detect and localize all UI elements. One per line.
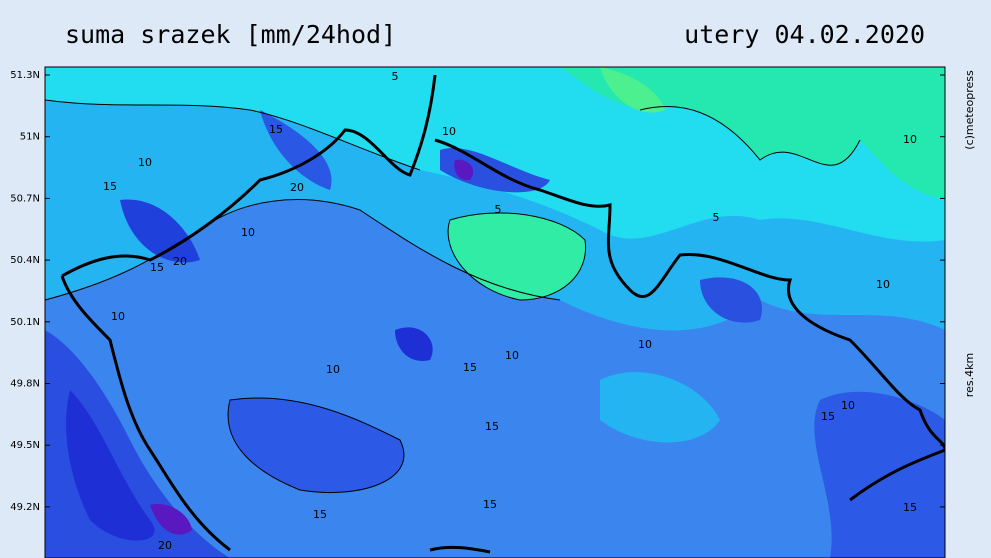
contour-label: 10: [111, 310, 125, 323]
lat-label: 50.7N: [10, 193, 40, 204]
contour-label: 10: [442, 125, 456, 138]
contour-label: 5: [392, 70, 399, 83]
contour-label: 10: [841, 399, 855, 412]
contour-labels: 5 10 15 20 10 15 20 10 10 15 15 10 10 5 …: [103, 70, 917, 552]
contour-label: 15: [150, 261, 164, 274]
contour-label: 5: [495, 203, 502, 216]
title: suma srazek [mm/24hod]: [65, 20, 396, 49]
copyright: (c)meteopress: [963, 70, 976, 150]
date: utery 04.02.2020: [684, 20, 925, 49]
lat-label: 50.1N: [10, 317, 40, 328]
lat-label: 49.5N: [10, 440, 40, 451]
contour-label: 10: [505, 349, 519, 362]
contour-label: 10: [638, 338, 652, 351]
contour-label: 15: [821, 410, 835, 423]
contour-label: 15: [903, 501, 917, 514]
contour-label: 10: [138, 156, 152, 169]
contour-label: 10: [326, 363, 340, 376]
contour-label: 20: [290, 181, 304, 194]
lat-label: 50.4N: [10, 255, 40, 266]
contour-label: 10: [903, 133, 917, 146]
contour-label: 15: [485, 420, 499, 433]
contour-label: 10: [876, 278, 890, 291]
contour-label: 20: [158, 539, 172, 552]
lat-label: 51.3N: [10, 70, 40, 81]
border: [60, 74, 945, 554]
contour-label: 15: [313, 508, 327, 521]
lat-label: 49.8N: [10, 379, 40, 390]
contour-label: 5: [713, 211, 720, 224]
resolution: res.4km: [963, 353, 976, 397]
contour-label: 20: [173, 255, 187, 268]
contour-label: 15: [463, 361, 477, 374]
lat-label: 49.2N: [10, 502, 40, 513]
contour-label: 15: [483, 498, 497, 511]
latitude-axis: 51.3N 51N 50.7N 50.4N 50.1N 49.8N 49.5N 49.2N: [10, 70, 945, 513]
contour-label: 15: [103, 180, 117, 193]
contour-label: 15: [269, 123, 283, 136]
lat-label: 51N: [20, 132, 40, 143]
contour-label: 10: [241, 226, 255, 239]
precip-field: [45, 67, 945, 558]
map-frame: [44, 66, 946, 558]
